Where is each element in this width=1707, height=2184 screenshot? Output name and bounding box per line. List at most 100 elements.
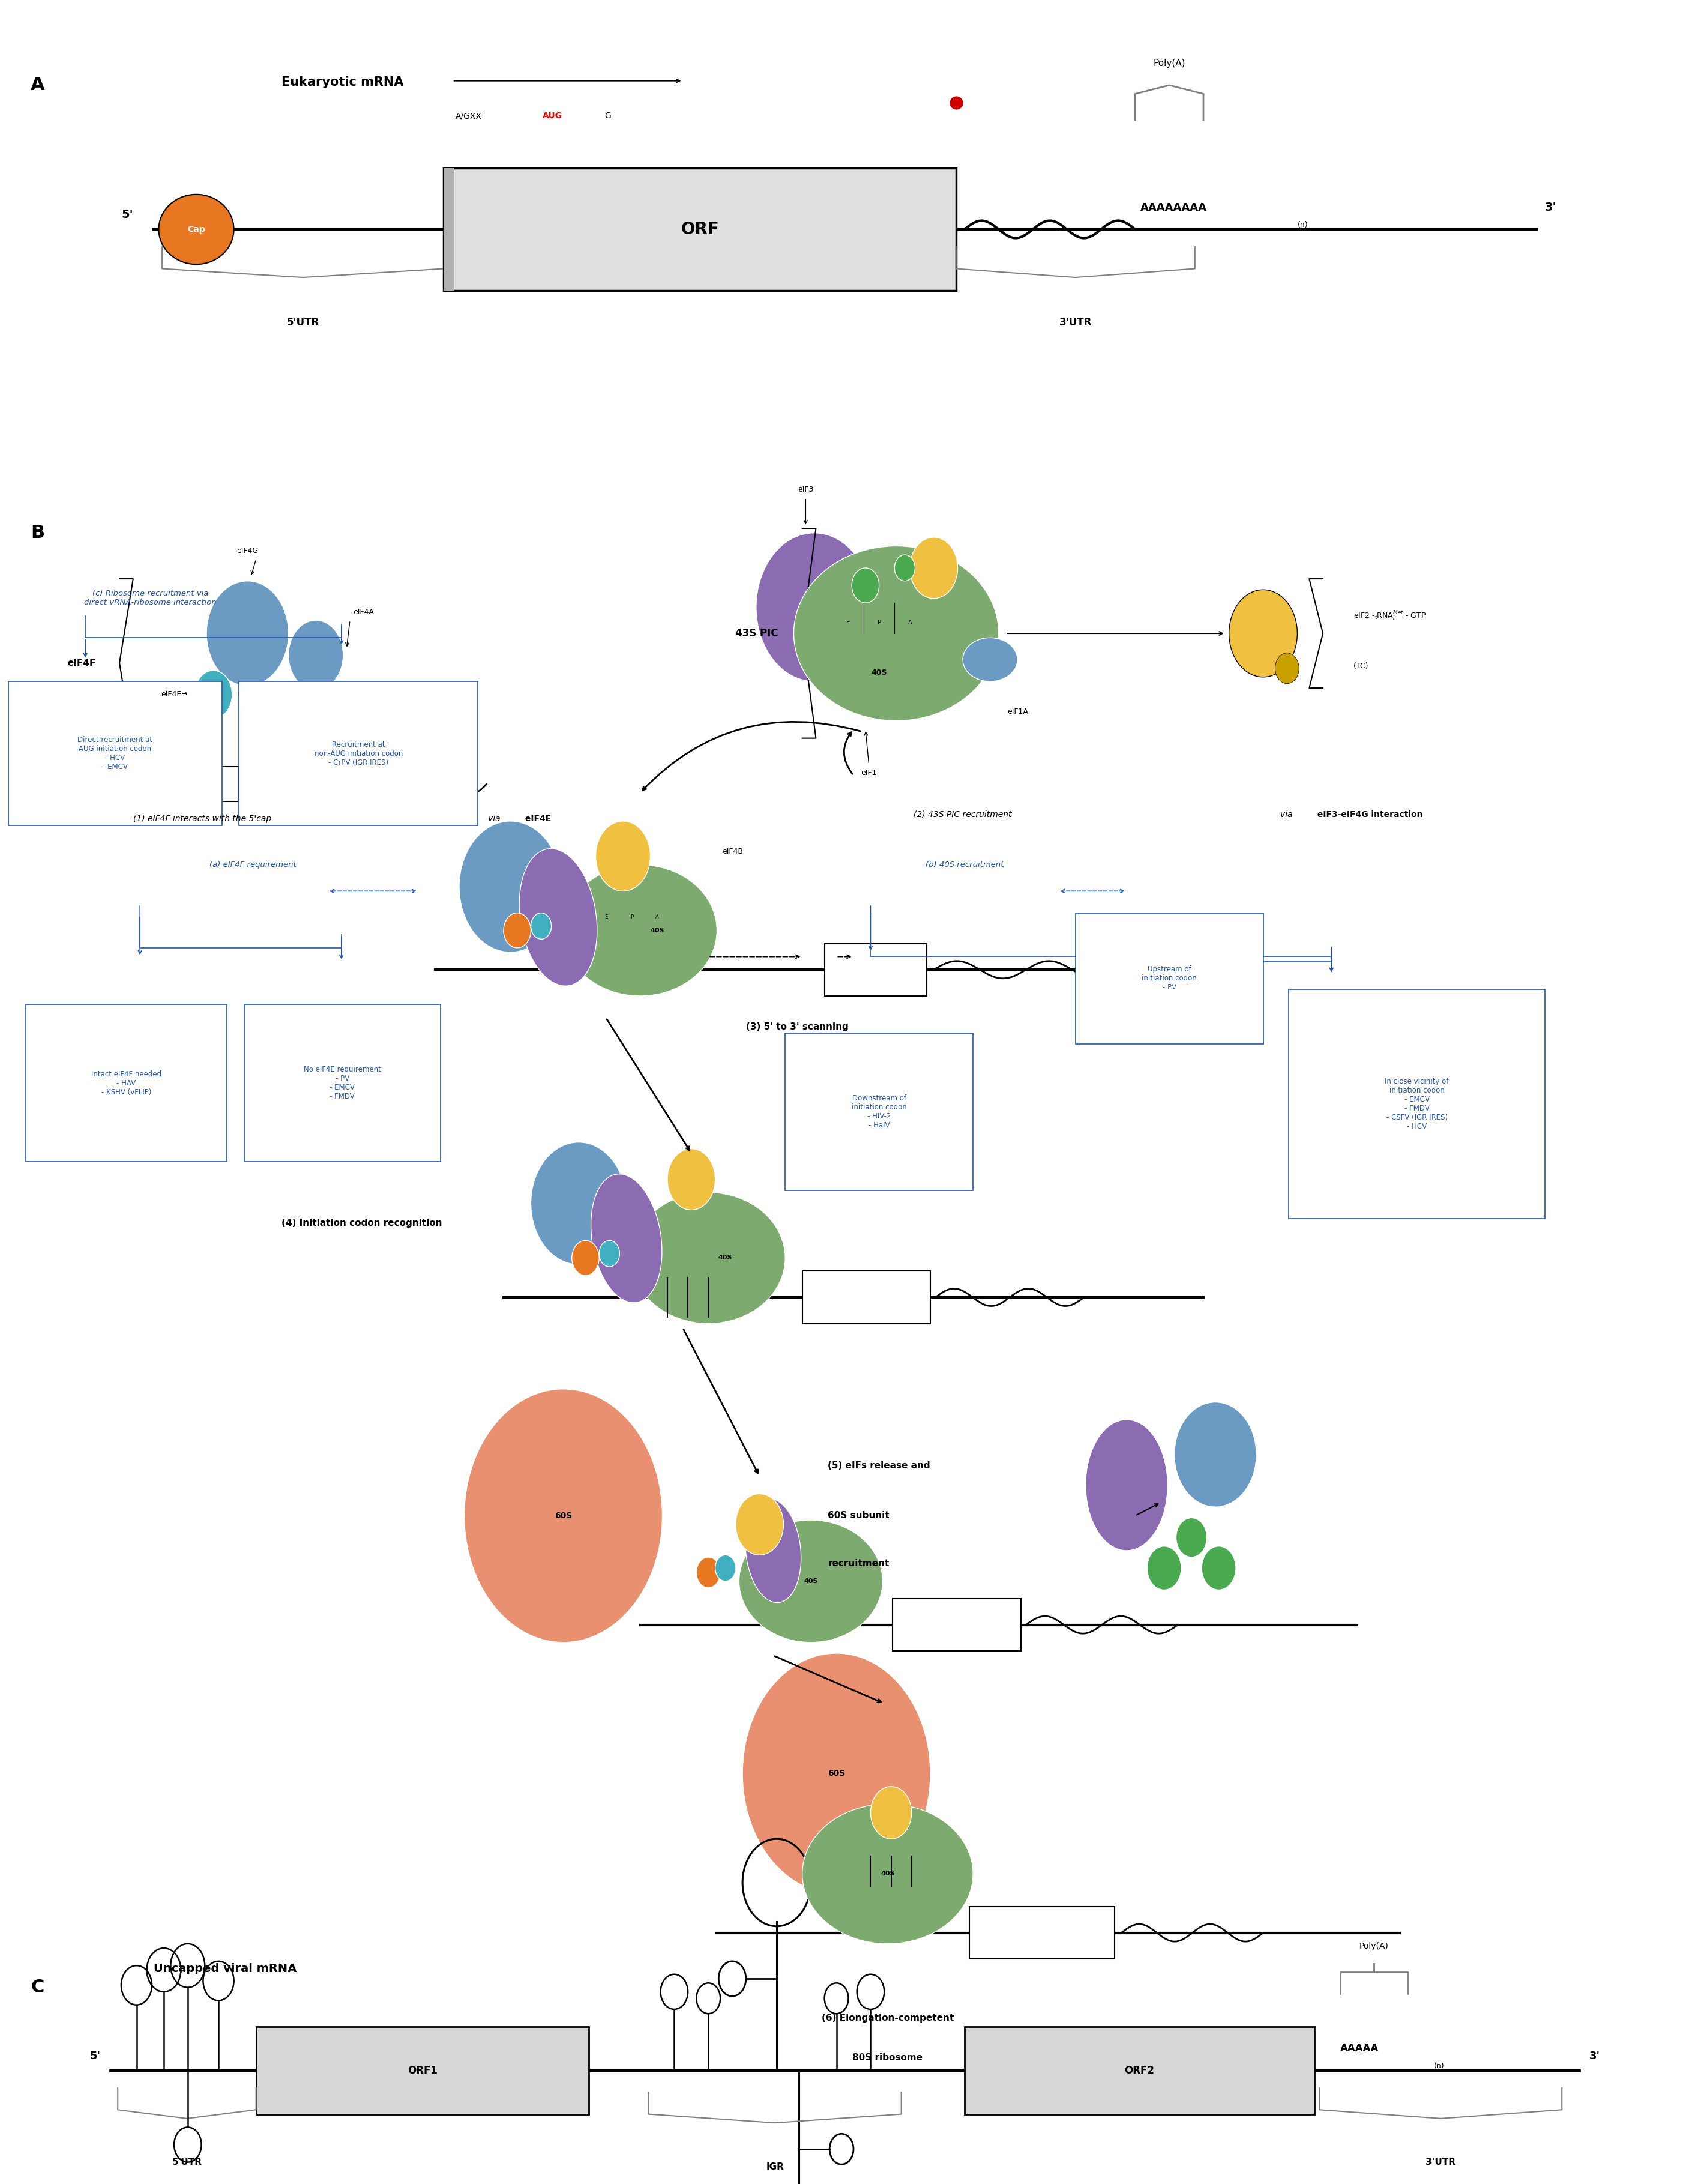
Text: ORF: ORF [681,221,719,238]
Text: Downstream of
initiation codon
- HIV-2
- HaIV: Downstream of initiation codon - HIV-2 -… [852,1094,906,1129]
FancyBboxPatch shape [26,1005,227,1162]
Text: eIF4F: eIF4F [67,657,96,668]
Ellipse shape [519,850,597,985]
Text: (5) eIFs release and: (5) eIFs release and [828,1461,930,1470]
Text: Direct recruitment at
AUG initiation codon
- HCV
- EMCV: Direct recruitment at AUG initiation cod… [79,736,152,771]
Text: E: E [604,915,608,919]
Circle shape [195,670,232,719]
Text: (a) eIF4F requirement: (a) eIF4F requirement [210,860,295,869]
Bar [171,767,239,802]
Text: (TC): (TC) [1354,662,1369,670]
Text: 5': 5' [121,210,133,221]
Circle shape [207,581,288,686]
Circle shape [696,1557,720,1588]
Text: eIF4E: eIF4E [522,815,551,823]
Ellipse shape [963,638,1017,681]
Text: 60S: 60S [555,1511,572,1520]
Circle shape [464,1389,662,1642]
FancyBboxPatch shape [785,1033,973,1190]
FancyBboxPatch shape [1075,913,1263,1044]
Text: 3': 3' [1545,201,1557,214]
Text: 40S: 40S [719,1256,732,1260]
Text: A/GXX: A/GXX [456,111,481,120]
Circle shape [871,1787,912,1839]
Circle shape [715,1555,736,1581]
Bar [964,2027,1314,2114]
Bar [444,168,454,290]
Bar [256,2027,589,2114]
Circle shape [1147,1546,1181,1590]
Text: 5': 5' [90,2051,101,2062]
Ellipse shape [1086,1420,1168,1551]
Ellipse shape [591,1175,662,1302]
Text: Intact eIF4F needed
- HAV
- KSHV (vFLIP): Intact eIF4F needed - HAV - KSHV (vFLIP) [90,1070,162,1096]
Text: A: A [908,620,912,625]
Text: 3'UTR: 3'UTR [1058,317,1092,328]
Text: eIF3-eIF4G interaction: eIF3-eIF4G interaction [1314,810,1422,819]
Text: ORF2: ORF2 [1125,2066,1154,2075]
Text: C: C [31,1979,44,1996]
Text: B: B [31,524,44,542]
Bar [970,1907,1115,1959]
Circle shape [531,913,551,939]
Text: eIF4G: eIF4G [237,546,258,555]
Text: (3) 5' to 3' scanning: (3) 5' to 3' scanning [746,1022,848,1031]
Text: Cap: Cap [188,225,205,234]
Circle shape [894,555,915,581]
Circle shape [852,568,879,603]
Text: A: A [655,915,659,919]
Text: eIF4B: eIF4B [722,847,743,856]
FancyBboxPatch shape [239,681,478,826]
Text: AAAAA: AAAAA [1340,2044,1379,2053]
Circle shape [1275,653,1299,684]
Text: P: P [877,620,881,625]
Text: 5'UTR: 5'UTR [287,317,319,328]
Text: 40S: 40S [650,928,664,933]
Text: 5'UTR: 5'UTR [172,2158,201,2167]
Circle shape [459,821,562,952]
Text: P: P [630,915,633,919]
Circle shape [1202,1546,1236,1590]
Text: AUG: AUG [543,111,563,120]
Text: 40S: 40S [881,1872,894,1876]
Circle shape [504,913,531,948]
FancyBboxPatch shape [1289,989,1545,1219]
Circle shape [910,537,958,598]
Circle shape [743,1653,930,1894]
Text: 60S: 60S [828,1769,845,1778]
Text: (4) Initiation codon recognition: (4) Initiation codon recognition [282,1219,442,1227]
Circle shape [596,821,650,891]
Circle shape [599,1241,620,1267]
Circle shape [667,1149,715,1210]
Circle shape [1174,1402,1256,1507]
FancyBboxPatch shape [9,681,222,826]
Text: eIF3: eIF3 [797,485,814,494]
Text: G: G [604,111,611,120]
Text: 40S: 40S [804,1579,818,1583]
Text: 3'UTR: 3'UTR [1425,2158,1456,2167]
Text: via: via [1280,810,1292,819]
Text: (6) Elongation-competent: (6) Elongation-competent [821,2014,954,2022]
Text: (b) 40S recruitment: (b) 40S recruitment [925,860,1004,869]
Circle shape [288,620,343,690]
Text: (c) Ribosome recruitment via
direct vRNA-ribosome interaction: (c) Ribosome recruitment via direct vRNA… [84,590,217,607]
Text: eIF4A: eIF4A [353,607,374,616]
Text: (n): (n) [1297,221,1308,229]
Text: In close vicinity of
initiation codon
- EMCV
- FMDV
- CSFV (IGR IRES)
- HCV: In close vicinity of initiation codon - … [1384,1077,1449,1131]
Circle shape [1176,1518,1207,1557]
Text: eIF1A: eIF1A [1007,708,1028,716]
Circle shape [736,1494,784,1555]
Text: (1) eIF4F interacts with the 5'cap: (1) eIF4F interacts with the 5'cap [133,815,273,823]
Ellipse shape [563,865,717,996]
Ellipse shape [794,546,999,721]
Text: Recruitment at
non-AUG initiation codon
- CrPV (IGR IRES): Recruitment at non-AUG initiation codon … [314,740,403,767]
Text: (n): (n) [1434,2062,1444,2070]
Bar [444,168,956,290]
Ellipse shape [632,1192,785,1324]
Text: 40S: 40S [871,668,888,677]
Text: via: via [488,815,500,823]
Text: 60S subunit: 60S subunit [828,1511,889,1520]
Bar [893,1599,1021,1651]
Circle shape [756,533,872,681]
Text: Eukaryotic mRNA: Eukaryotic mRNA [282,76,405,87]
